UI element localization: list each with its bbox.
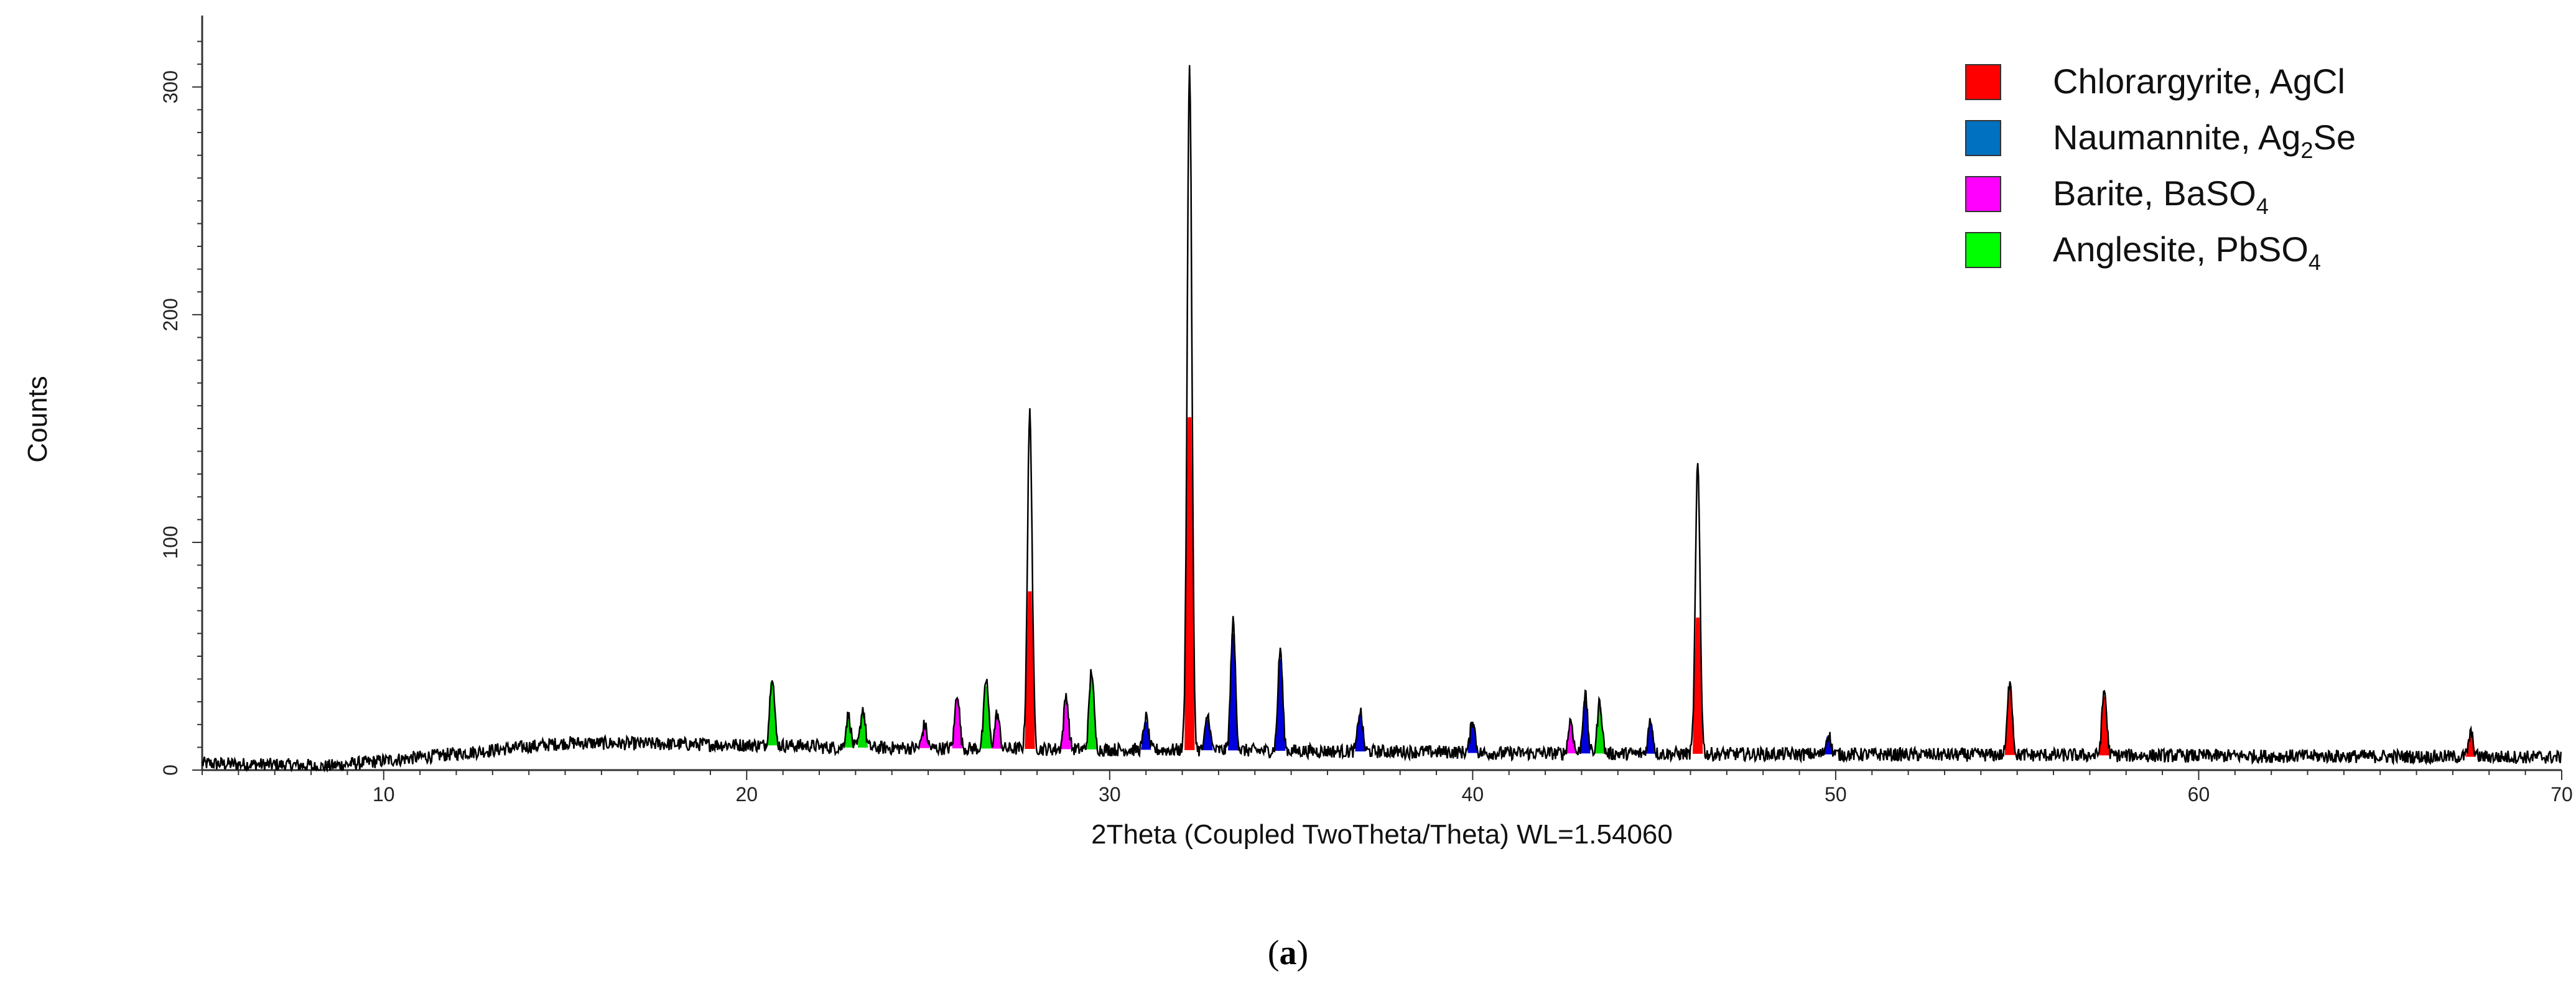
diffraction-trace [201,65,2562,773]
x-tick-label: 40 [1462,783,1484,806]
x-axis-title: 2Theta (Coupled TwoTheta/Theta) WL=1.540… [1091,819,1673,850]
x-tick-label: 30 [1099,783,1121,806]
axes [192,16,2562,780]
legend-swatch [1965,120,2001,156]
legend-label: Naumannite, Ag2Se [2053,118,2356,163]
x-tick-label: 10 [373,783,395,806]
figure-caption: (a) [1267,934,1309,972]
legend-swatch [1965,232,2001,268]
legend: Chlorargyrite, AgCl Naumannite, Ag2Se Bari… [1965,62,2356,275]
x-tick-label: 70 [2550,783,2573,806]
tick-labels: 10 20 30 40 50 60 70 0 100 200 300 [159,70,2573,806]
caption-letter: a [1279,934,1297,972]
diffraction-trace-group [201,65,2562,773]
y-axis-title: Counts [22,376,53,462]
legend-label: Anglesite, PbSO4 [2053,230,2321,275]
legend-label: Barite, BaSO4 [2053,174,2269,219]
x-tick-label: 20 [736,783,758,806]
y-tick-label: 200 [159,298,182,331]
y-tick-label: 100 [159,526,182,559]
legend-label: Chlorargyrite, AgCl [2053,62,2345,101]
x-tick-label: 50 [1825,783,1847,806]
legend-swatch [1965,64,2001,100]
y-tick-label: 0 [159,764,182,776]
legend-swatch [1965,176,2001,212]
y-tick-label: 300 [159,70,182,103]
phase-peak-AgCl [1025,591,1035,749]
phase-fills [766,417,2476,757]
x-tick-label: 60 [2188,783,2210,806]
